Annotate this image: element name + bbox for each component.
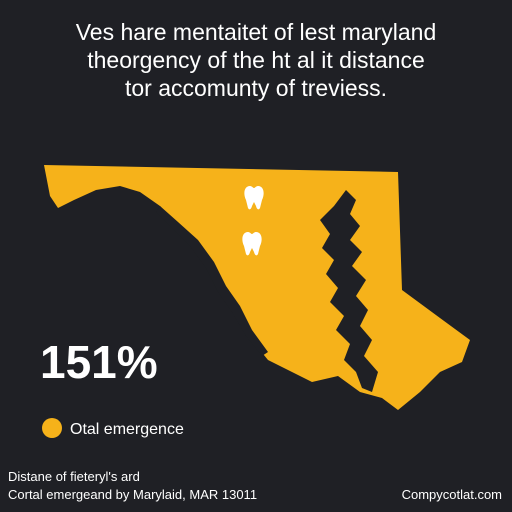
legend-label: Otal emergence — [70, 421, 184, 438]
tooth-icon — [244, 186, 264, 210]
footer-line: Cortal emergeand by Marylaid, MAR 13011 — [8, 487, 257, 502]
footer-line: Distane of fieteryl's ard — [8, 469, 140, 484]
footer-credit: Compycotlat.com — [402, 487, 502, 502]
stat-value: 151% — [40, 336, 158, 388]
legend-swatch — [42, 418, 62, 438]
title-line: Ves hare mentaitet of lest maryland — [76, 19, 437, 45]
maryland-map — [44, 165, 470, 410]
title-line: tor accomunty of treviess. — [125, 75, 387, 101]
tooth-icon — [242, 232, 262, 256]
potomac-river — [156, 206, 268, 356]
chesapeake-bay — [320, 190, 378, 392]
title-line: theorgency of the ht al it distance — [87, 47, 425, 73]
